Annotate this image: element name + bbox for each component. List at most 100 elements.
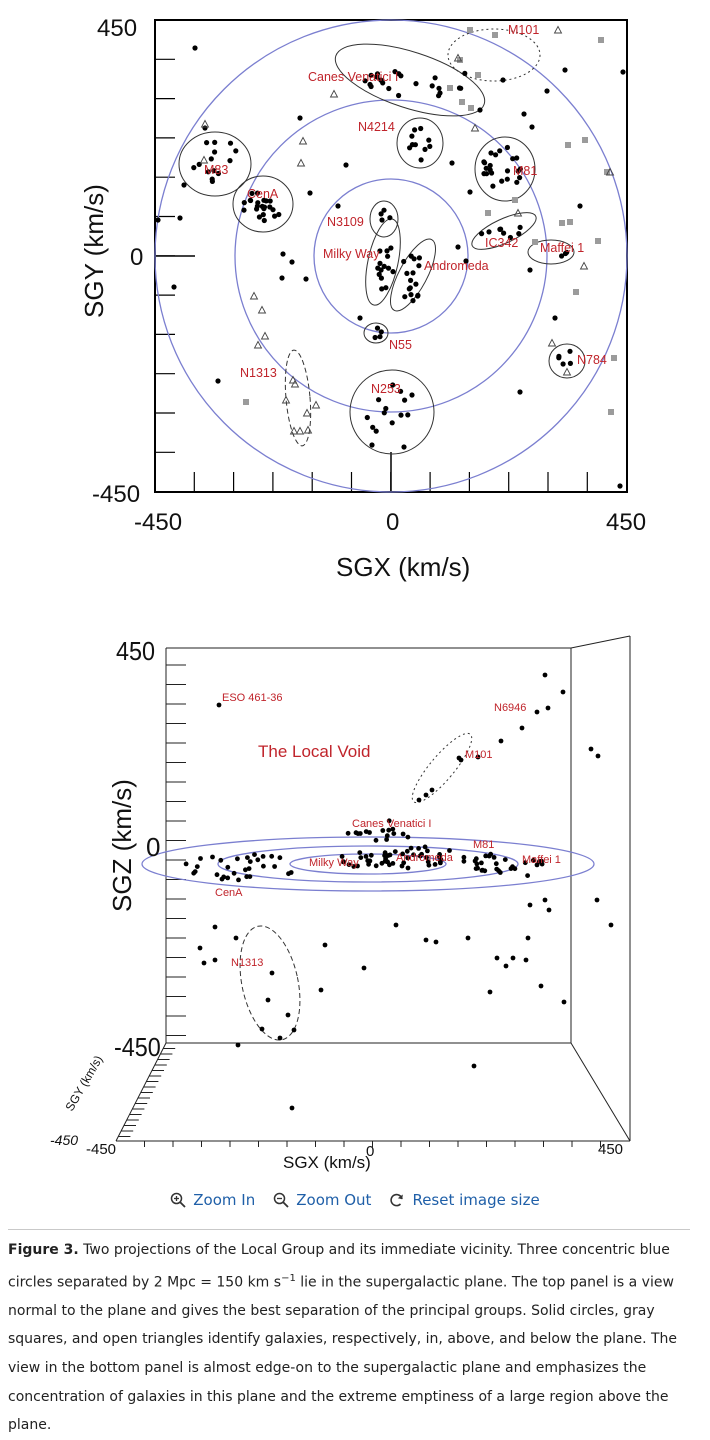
group-ellipse-n253 bbox=[349, 369, 435, 455]
plane-ellipse-middle bbox=[217, 845, 519, 883]
galaxy-dot bbox=[437, 90, 443, 96]
galaxy-dot bbox=[386, 827, 392, 833]
galaxy-dot bbox=[383, 856, 388, 862]
galaxy-dot bbox=[487, 989, 493, 995]
galaxy-dot bbox=[289, 259, 295, 265]
galaxy-dot bbox=[357, 850, 363, 855]
galaxy-dot bbox=[398, 388, 404, 394]
galaxy-dot bbox=[227, 158, 233, 164]
galaxy-dot bbox=[515, 168, 521, 174]
galaxy-dot bbox=[307, 190, 313, 196]
galaxy-square bbox=[598, 37, 604, 43]
zoom-in-icon bbox=[171, 1192, 186, 1208]
galaxy-dot bbox=[608, 922, 614, 928]
blue-circle-outer bbox=[154, 19, 628, 493]
zoom-out-button[interactable]: Zoom Out bbox=[273, 1191, 371, 1209]
galaxy-dot bbox=[285, 1012, 291, 1018]
galaxy-square bbox=[559, 220, 565, 226]
galaxy-dot bbox=[357, 315, 363, 321]
galaxy-square bbox=[447, 85, 453, 91]
z-tick-bottom: -450 bbox=[114, 1034, 161, 1062]
galaxy-dot bbox=[381, 207, 387, 213]
galaxy-dot bbox=[400, 851, 405, 857]
galaxy-dot bbox=[269, 970, 275, 976]
galaxy-dot bbox=[410, 298, 416, 304]
galaxy-dot bbox=[413, 281, 419, 287]
galaxy-dot bbox=[214, 872, 220, 878]
label-m81: M81 bbox=[513, 164, 537, 178]
galaxy-dot bbox=[425, 859, 431, 865]
galaxy-dot bbox=[402, 397, 408, 403]
galaxy-dot bbox=[171, 284, 177, 290]
label-eso-461-36: ESO 461-36 bbox=[222, 692, 283, 704]
galaxy-dot bbox=[261, 197, 267, 203]
group-ellipse-cena bbox=[232, 175, 294, 233]
galaxy-dot bbox=[373, 863, 379, 869]
galaxy-dot bbox=[277, 855, 283, 861]
galaxy-dot bbox=[212, 139, 218, 145]
galaxy-dot bbox=[194, 864, 200, 869]
galaxy-dot bbox=[534, 862, 540, 868]
galaxy-dot bbox=[522, 860, 528, 866]
galaxy-triangle bbox=[253, 340, 263, 349]
galaxy-dot bbox=[402, 294, 408, 300]
galaxy-dot bbox=[372, 334, 378, 341]
box-edge-br bbox=[570, 1042, 631, 1142]
galaxy-dot bbox=[303, 276, 309, 282]
galaxy-dot bbox=[501, 230, 507, 236]
galaxy-dot bbox=[500, 77, 506, 83]
group-ellipse-m101 bbox=[447, 28, 541, 82]
galaxy-dot bbox=[538, 983, 544, 989]
galaxy-dot bbox=[244, 874, 250, 880]
galaxy-dot bbox=[212, 149, 218, 155]
galaxy-dot bbox=[504, 144, 510, 151]
galaxy-square bbox=[532, 239, 538, 245]
galaxy-dot bbox=[247, 859, 253, 864]
galaxy-dot bbox=[390, 382, 396, 388]
image-zoom-toolbar: Zoom In Zoom Out Reset image size bbox=[0, 1184, 710, 1216]
galaxy-dot bbox=[376, 397, 382, 403]
galaxy-dot bbox=[335, 203, 341, 209]
galaxy-dot bbox=[423, 792, 429, 798]
local-void-label: The Local Void bbox=[258, 742, 370, 761]
galaxy-dot bbox=[477, 107, 483, 113]
galaxy-triangle bbox=[579, 261, 589, 270]
galaxy-dot bbox=[396, 71, 402, 77]
galaxy-points-below-plane bbox=[199, 25, 615, 435]
galaxy-square bbox=[565, 142, 571, 148]
galaxy-dot bbox=[377, 334, 383, 340]
galaxy-dot bbox=[231, 870, 237, 876]
galaxy-dot bbox=[245, 855, 250, 860]
galaxy-dot bbox=[416, 797, 422, 803]
galaxy-triangle bbox=[303, 425, 313, 434]
galaxy-dot bbox=[559, 253, 565, 259]
galaxy-dot bbox=[379, 860, 385, 866]
galaxy-dot bbox=[346, 862, 352, 867]
galaxy-dot bbox=[486, 229, 492, 235]
galaxy-dot bbox=[384, 833, 390, 839]
galaxy-dot bbox=[396, 92, 402, 99]
reset-size-button[interactable]: Reset image size bbox=[389, 1191, 540, 1209]
galaxy-triangle bbox=[257, 305, 267, 314]
y-tick-top: 450 bbox=[97, 15, 137, 42]
galaxy-dot bbox=[377, 248, 383, 254]
galaxy-dot bbox=[499, 178, 505, 184]
label-n253: N253 bbox=[371, 382, 401, 396]
galaxy-dot bbox=[383, 285, 389, 291]
zoom-in-button[interactable]: Zoom In bbox=[170, 1191, 255, 1209]
galaxy-dot bbox=[210, 854, 215, 860]
galaxy-dot bbox=[247, 197, 253, 203]
galaxy-dot bbox=[424, 855, 429, 860]
label-n4214: N4214 bbox=[358, 120, 395, 134]
galaxy-dot bbox=[209, 178, 215, 184]
galaxy-dot bbox=[514, 179, 520, 185]
galaxy-dot bbox=[474, 861, 480, 867]
galaxy-dot bbox=[208, 156, 214, 162]
galaxy-dot bbox=[288, 870, 294, 875]
galaxy-square bbox=[582, 137, 588, 143]
galaxy-dot bbox=[155, 217, 161, 223]
galaxy-dot bbox=[233, 148, 239, 154]
galaxy-dot bbox=[368, 72, 374, 78]
galaxy-dot bbox=[355, 831, 361, 836]
galaxy-dot bbox=[252, 852, 257, 857]
